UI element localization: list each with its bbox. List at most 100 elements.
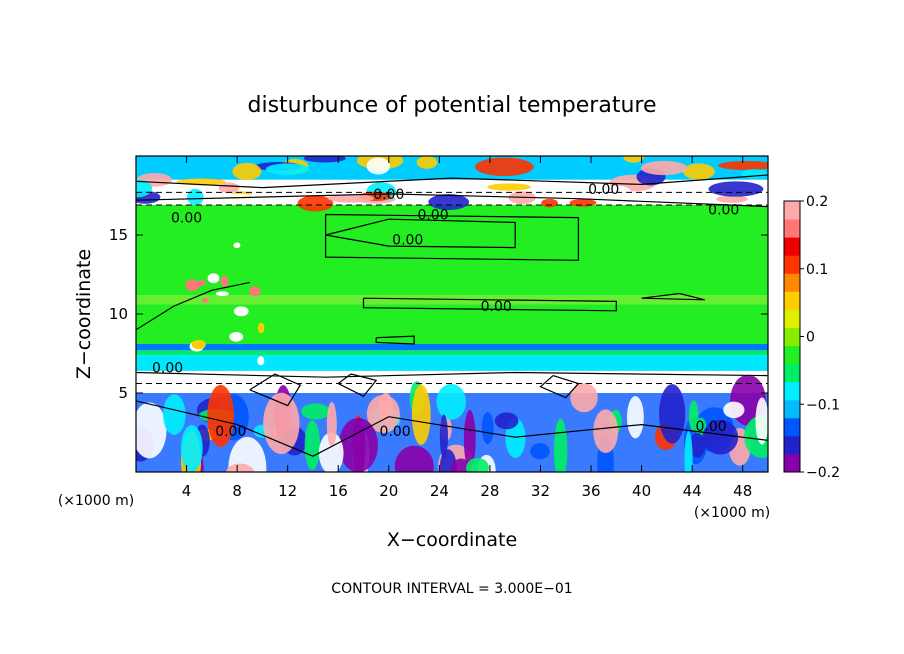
blob-top: [487, 183, 531, 191]
colorbar-tick-label: 0.2: [806, 194, 828, 210]
blob-low: [394, 445, 434, 472]
blob-low: [207, 384, 235, 448]
blob-low: [318, 432, 344, 472]
colorbar-tick-label: −0.1: [806, 397, 840, 413]
contour-3: [136, 193, 768, 208]
blob-top: [297, 195, 334, 212]
blob-top: [428, 194, 470, 210]
y-axis-label: Z−coordinate: [73, 249, 95, 379]
blob-low: [263, 392, 300, 455]
contour-11: [337, 373, 378, 397]
colorbar-swatch: [784, 345, 800, 365]
blob-mid: [257, 322, 265, 334]
blob-low: [304, 420, 321, 471]
blob-mid: [207, 273, 220, 284]
colorbar-swatch: [784, 219, 800, 238]
blob-low: [593, 409, 619, 454]
x-tick-label: 28: [480, 482, 499, 500]
contour-label: 0.00: [373, 187, 404, 203]
chart-title: disturbunce of potential temperature: [248, 93, 657, 118]
band-4: [136, 344, 768, 351]
x-axis-label: X−coordinate: [387, 529, 517, 551]
blob-mid: [233, 242, 241, 249]
x-tick-label: 36: [581, 482, 600, 500]
x-axis-ticks: 4 8 12 16 20 24 28 32 36 40 44 48: [182, 156, 752, 500]
blob-mid: [220, 275, 229, 288]
x-tick-label: 44: [683, 482, 702, 500]
blob-top: [303, 156, 346, 163]
blob-top: [718, 160, 768, 171]
blob-low: [379, 392, 393, 423]
colorbar-tick-label: 0.1: [806, 262, 828, 278]
colorbar-swatch: [784, 291, 800, 310]
blob-mid: [233, 306, 249, 317]
x-unit-right: (×1000 m): [694, 505, 770, 521]
blob-low: [481, 411, 494, 445]
blob-top: [218, 182, 240, 194]
blob-low: [702, 419, 739, 455]
contour-label: 0.00: [380, 424, 411, 440]
contour-label: 0.00: [708, 203, 739, 219]
blob-low: [570, 382, 598, 413]
contour-1: [325, 213, 580, 261]
colorbar-tick-label: −0.2: [806, 465, 840, 481]
blob-low: [626, 395, 644, 439]
blob-low: [494, 412, 519, 430]
plot-area: 0.00 0.00 0.00 0.00 0.00 0.00 0.00 0.00 0.00 0.00…: [136, 156, 768, 472]
colorbar-swatch: [784, 435, 800, 455]
blob-mid: [215, 291, 229, 297]
contour-label: 0.00: [481, 299, 512, 315]
colorbar-swatch: [784, 327, 800, 347]
colorbar-swatch: [784, 381, 800, 401]
contour-5: [136, 400, 768, 457]
x-tick-label: 32: [531, 482, 550, 500]
y-tick-label: 5: [118, 384, 128, 402]
y-tick-label: 10: [109, 305, 128, 323]
x-tick-label: 16: [329, 482, 348, 500]
blob-top: [187, 188, 204, 206]
blob-top: [152, 184, 191, 198]
blob-mid: [191, 339, 206, 350]
blob-low: [228, 436, 267, 472]
contour-0: [325, 218, 516, 249]
contour-6: [136, 371, 768, 378]
blob-top: [327, 194, 374, 203]
blob-low: [226, 463, 254, 472]
blob-low: [338, 417, 378, 472]
blob-low: [659, 384, 686, 444]
blob-mid: [229, 332, 244, 342]
colorbar-swatch: [784, 201, 800, 220]
blob-low: [463, 409, 476, 469]
blob-low: [530, 443, 550, 460]
contour-4: [136, 174, 768, 189]
contour-lines: [136, 174, 768, 457]
contour-labels: 0.00 0.00 0.00 0.00 0.00 0.00 0.00 0.00 0.00 0.00…: [152, 182, 739, 440]
blob-low: [136, 402, 167, 459]
contour-9: [136, 281, 250, 331]
colorbar: 0.2 0.1 0 −0.1 −0.2: [783, 194, 840, 481]
x-tick-label: 4: [182, 482, 192, 500]
y-tick-label: 15: [109, 226, 128, 244]
colorbar-swatch: [784, 453, 800, 473]
colorbar-swatch: [784, 255, 800, 274]
blob-mid: [249, 286, 261, 297]
contour-label: 0.00: [215, 424, 246, 440]
contour-interval-note: CONTOUR INTERVAL = 3.000E−01: [331, 581, 572, 597]
blob-top: [716, 195, 748, 203]
blob-low: [684, 431, 693, 472]
contour-2: [362, 297, 617, 312]
contour-7: [375, 335, 415, 345]
colorbar-swatch: [784, 273, 800, 292]
blob-low: [301, 403, 331, 420]
contour-12: [539, 375, 580, 399]
contour-label: 0.00: [152, 361, 183, 377]
contour-label: 0.00: [417, 207, 448, 223]
x-tick-label: 24: [430, 482, 449, 500]
blob-low: [436, 383, 467, 420]
blob-top: [683, 163, 715, 180]
blob-mid: [257, 356, 265, 366]
band-2: [136, 355, 768, 371]
blob-low: [411, 384, 431, 445]
blob-mid: [202, 297, 209, 303]
blob-mid: [185, 279, 200, 291]
